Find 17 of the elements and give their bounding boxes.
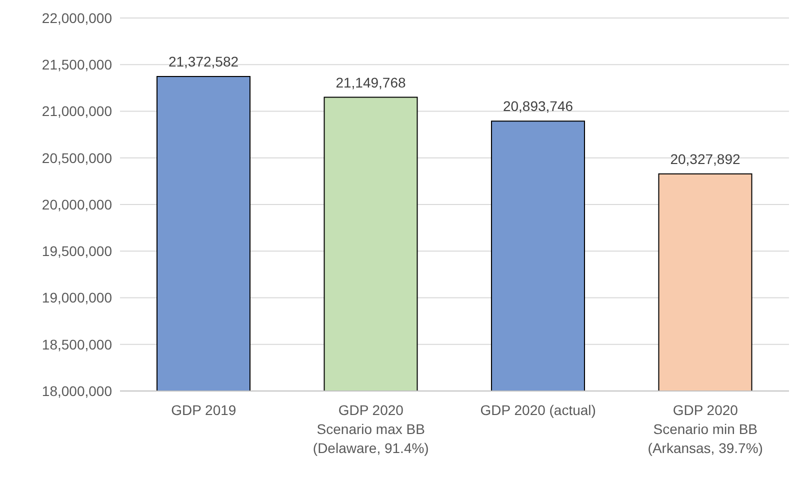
x-tick-label: GDP 2019 [171,402,236,418]
y-tick-label: 19,500,000 [42,243,112,260]
y-tick-label: 21,500,000 [42,56,112,73]
y-tick-label: 21,000,000 [42,103,112,120]
data-label: 21,149,768 [336,74,406,90]
y-tick-label: 20,000,000 [42,196,112,212]
data-label: 20,327,892 [670,150,740,167]
y-tick-label: 19,000,000 [42,290,112,306]
x-tick-label: GDP 2020 Scenario max BB (Delaware, 91.4%) [312,402,429,456]
data-label: 21,372,582 [168,54,239,70]
y-tick-label: 18,000,000 [42,382,112,399]
y-tick-label: 20,500,000 [42,150,112,166]
data-label: 20,893,746 [502,98,574,114]
x-tick-label: GDP 2020 Scenario min BB (Arkansas, 39.7%) [648,402,763,456]
x-tick-label: GDP 2020 (actual) [480,402,596,418]
y-tick-label: 18,500,000 [42,336,112,352]
y-tick-label: 22,000,000 [42,10,112,26]
